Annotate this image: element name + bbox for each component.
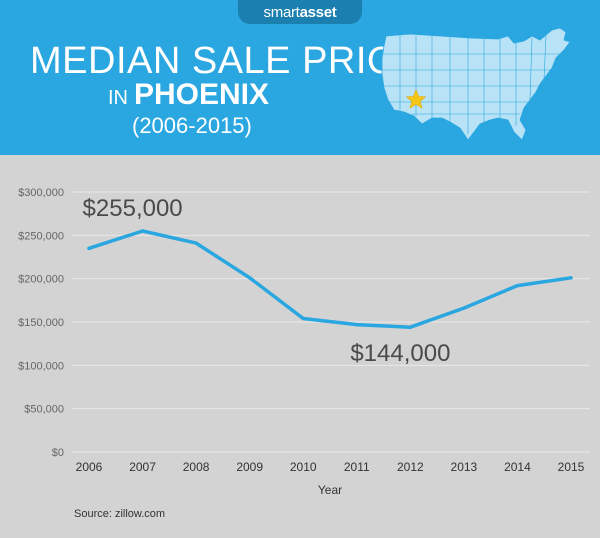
x-tick-label: 2015	[558, 460, 585, 474]
x-tick-label: 2013	[451, 460, 478, 474]
y-tick-label: $250,000	[18, 230, 64, 242]
series-points	[87, 229, 573, 329]
data-point	[408, 325, 412, 329]
x-tick-label: 2006	[76, 460, 103, 474]
title-line-1: MEDIAN SALE PRICE	[30, 40, 421, 82]
data-point	[569, 276, 573, 280]
title-line-2: IN PHOENIX	[108, 78, 269, 112]
data-point	[194, 241, 198, 245]
data-point	[515, 284, 520, 288]
data-point	[248, 276, 252, 280]
x-axis-tick-labels: 2006 2007 2008 2009 2010 2011 2012 2013 2014 2015	[76, 460, 585, 474]
y-axis-tick-labels: $0 $50,000 $100,000 $150,000 $200,000 $250,00…	[18, 187, 64, 459]
y-tick-label: $300,000	[18, 187, 64, 199]
title-years: (2006-2015)	[132, 113, 252, 138]
header-banner: smartasset MEDIAN SALE PRICE IN PHOENIX (…	[0, 0, 600, 155]
brand-logo: smartasset	[238, 4, 362, 21]
title-prefix: IN	[108, 87, 128, 109]
x-tick-label: 2008	[183, 460, 210, 474]
annotation-label: $255,000	[83, 195, 183, 222]
series-line	[87, 229, 573, 329]
x-tick-label: 2012	[397, 460, 424, 474]
title-city: PHOENIX	[134, 78, 270, 111]
source-note: Source: zillow.com	[74, 508, 166, 520]
annotation-label: $144,000	[350, 340, 450, 367]
brand-tab: smartasset	[238, 0, 362, 24]
line-chart: $0 $50,000 $100,000 $150,000 $200,000 $250,00…	[18, 187, 590, 497]
data-point	[301, 316, 305, 321]
brand-logo-left: smart	[263, 4, 300, 21]
usa-map-icon	[381, 27, 571, 141]
y-tick-label: $150,000	[18, 317, 64, 329]
usa-map-shape	[381, 27, 571, 141]
y-tick-label: $100,000	[18, 360, 64, 372]
data-point	[140, 229, 145, 233]
x-tick-label: 2010	[290, 460, 317, 474]
chart-annotations: $255,000 $144,000	[83, 195, 451, 367]
star-icon	[405, 89, 427, 109]
chart-gridlines	[72, 191, 590, 453]
x-axis-title: Year	[318, 483, 342, 497]
brand-logo-right: asset	[299, 4, 337, 21]
x-tick-label: 2014	[504, 460, 531, 474]
x-tick-label: 2009	[236, 460, 263, 474]
x-tick-label: 2011	[344, 460, 370, 474]
x-tick-label: 2007	[129, 460, 156, 474]
data-point	[355, 323, 359, 327]
y-tick-label: $0	[52, 447, 64, 459]
state-borders	[382, 34, 570, 134]
data-point	[462, 306, 466, 310]
y-tick-label: $200,000	[18, 274, 64, 286]
y-tick-label: $50,000	[24, 404, 64, 416]
data-point	[87, 246, 91, 250]
